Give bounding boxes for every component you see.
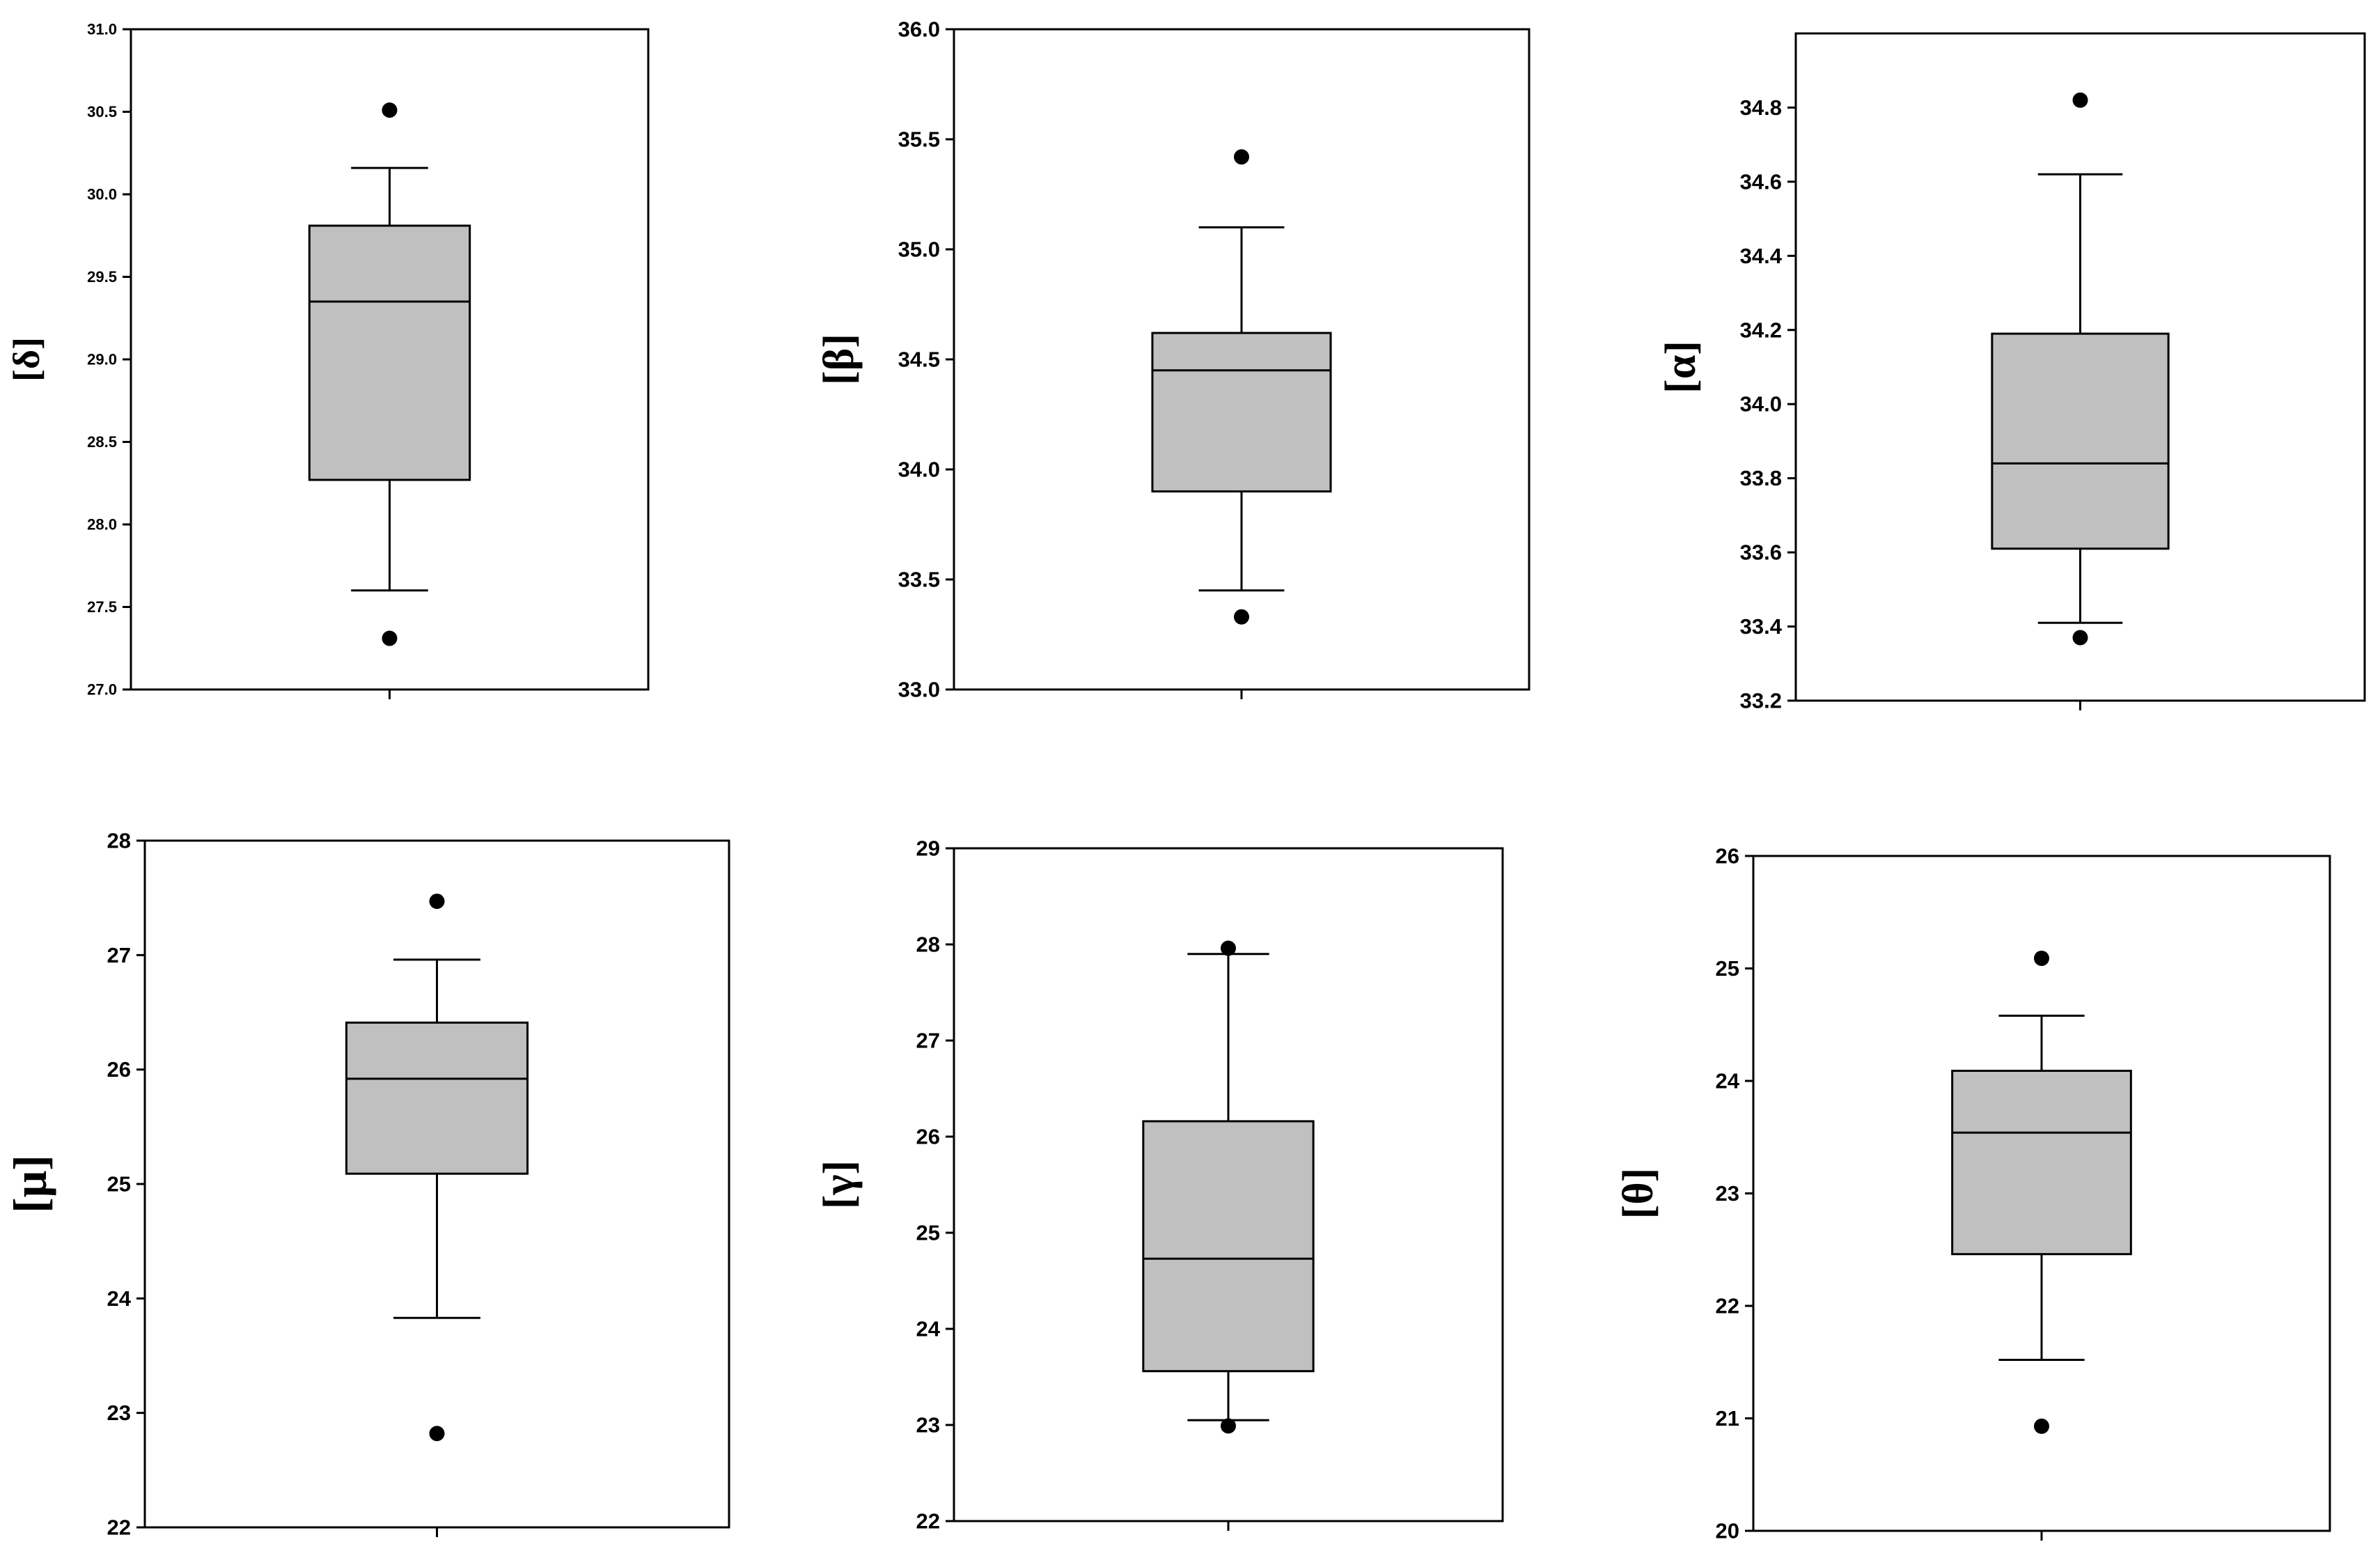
y-tick-label: 24	[916, 1317, 941, 1341]
outlier-point	[429, 894, 445, 910]
y-tick-label: 26	[1716, 844, 1739, 868]
panel-1: 27.0 27.5 28.0 28.5 29.0 29.5 30.0 30.5 31.0 [δ]	[6, 21, 650, 699]
y-tick-label: 23	[1716, 1181, 1739, 1206]
y-tick-label: 36.0	[898, 17, 940, 42]
y-tick-label: 29	[916, 836, 940, 861]
outlier-point	[1221, 940, 1236, 956]
y-axis-label: [μ]	[3, 1155, 56, 1213]
y-tick-label: 33.6	[1740, 540, 1782, 565]
y-tick-label: 29.5	[87, 268, 117, 286]
y-tick-label: 34.0	[1740, 392, 1782, 416]
interquartile-box	[1151, 332, 1332, 493]
y-tick-label: 34.6	[1740, 169, 1782, 194]
y-tick-label: 31.0	[87, 21, 117, 38]
panel-3: 33.2 33.4 33.6 33.8 34.0 34.2 34.4 34.6 34.8 [α]	[1657, 32, 2366, 713]
y-tick-label: 23	[916, 1413, 940, 1438]
y-tick-label: 24	[107, 1286, 132, 1311]
interquartile-box	[1142, 1120, 1315, 1373]
y-tick-label: 26	[107, 1057, 131, 1082]
y-tick-label: 27.5	[87, 598, 117, 616]
y-tick-label: 27.0	[87, 681, 117, 699]
outlier-point	[1221, 1418, 1236, 1434]
y-axis-label: [α]	[1657, 341, 1705, 394]
outlier-point	[1234, 609, 1249, 625]
outlier-point	[1234, 149, 1249, 165]
y-tick-label: 34.8	[1740, 95, 1782, 120]
y-tick-label: 22	[1716, 1294, 1739, 1318]
interquartile-box	[308, 224, 471, 481]
y-tick-label: 34.0	[898, 458, 940, 482]
panel-4: 22 23 24 25 26 27 28 [μ]	[3, 829, 730, 1540]
y-tick-label: 24	[1716, 1069, 1740, 1093]
y-tick-label: 25	[916, 1221, 940, 1245]
outlier-point	[429, 1426, 445, 1442]
y-tick-label: 27	[916, 1029, 940, 1053]
y-tick-label: 22	[107, 1516, 131, 1540]
y-tick-label: 34.2	[1740, 318, 1782, 342]
y-tick-label: 35.0	[898, 237, 940, 262]
y-tick-label: 33.4	[1740, 614, 1783, 639]
y-tick-label: 34.5	[898, 348, 940, 372]
outlier-point	[2072, 630, 2088, 646]
y-tick-label: 28.5	[87, 433, 117, 451]
y-tick-label: 29.0	[87, 351, 117, 368]
y-tick-label: 30.0	[87, 186, 117, 203]
y-tick-label: 26	[916, 1125, 940, 1149]
y-tick-label: 34.4	[1740, 244, 1783, 268]
interquartile-box	[1991, 332, 2170, 550]
y-tick-label: 25	[107, 1172, 131, 1197]
y-tick-label: 25	[1716, 956, 1739, 981]
outlier-point	[2072, 92, 2088, 108]
panel-6: 20 21 22 23 24 25 26 [θ]	[1615, 844, 2331, 1543]
y-tick-label: 35.5	[898, 127, 940, 152]
y-tick-label: 23	[107, 1401, 131, 1425]
panel-5: 22 23 24 25 26 27 28 29 [γ]	[815, 836, 1504, 1534]
panel-2: 33.0 33.5 34.0 34.5 35.0 35.5 36.0 [β]	[815, 17, 1530, 702]
y-tick-label: 27	[107, 943, 131, 967]
y-axis-label: [θ]	[1615, 1168, 1662, 1220]
y-axis-label: [β]	[815, 334, 863, 385]
y-tick-label: 33.8	[1740, 466, 1782, 490]
y-tick-label: 30.5	[87, 103, 117, 120]
y-tick-label: 21	[1716, 1406, 1739, 1431]
y-tick-label: 33.5	[898, 568, 940, 592]
y-tick-label: 28	[107, 829, 131, 853]
outlier-point	[382, 630, 398, 646]
y-tick-label: 33.2	[1740, 689, 1782, 713]
y-tick-label: 28.0	[87, 516, 117, 533]
y-tick-label: 28	[916, 933, 940, 957]
interquartile-box	[1951, 1069, 2132, 1256]
outlier-point	[2034, 950, 2049, 966]
outlier-point	[382, 102, 398, 118]
interquartile-box	[345, 1021, 529, 1175]
y-tick-label: 22	[916, 1509, 940, 1534]
y-tick-label: 33.0	[898, 678, 940, 702]
y-axis-label: [δ]	[6, 337, 47, 382]
y-axis-label: [γ]	[815, 1160, 863, 1209]
y-tick-label: 20	[1716, 1519, 1739, 1543]
outlier-point	[2034, 1418, 2049, 1434]
